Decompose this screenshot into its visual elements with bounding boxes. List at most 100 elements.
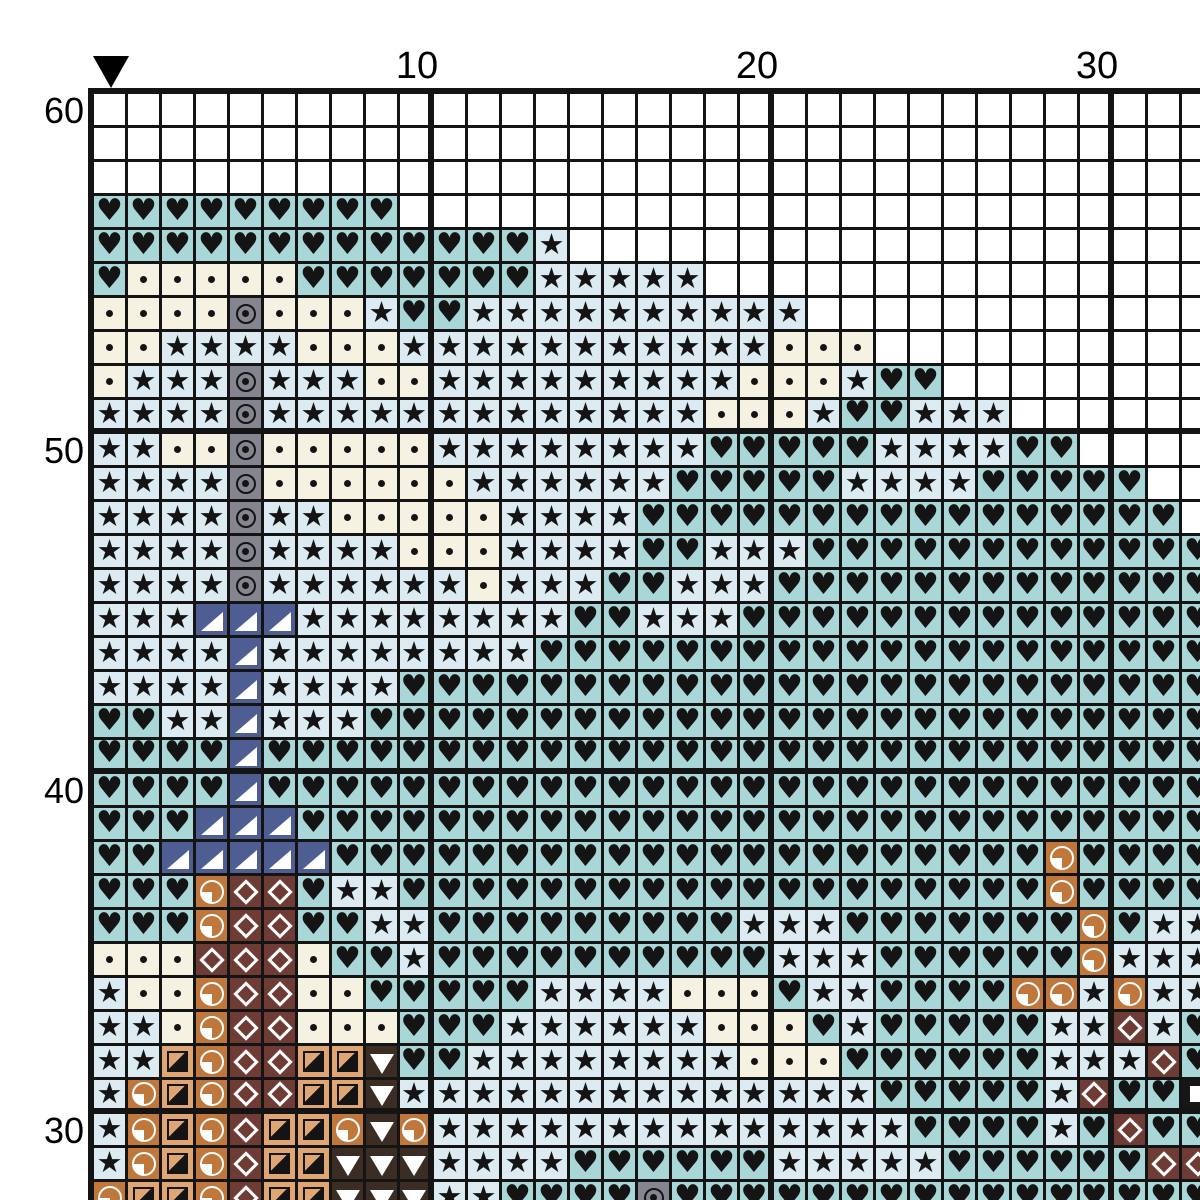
stitch-cell-pale-blue-star: ★ bbox=[434, 570, 468, 604]
stitch-cell-cream-dot bbox=[264, 434, 298, 468]
stitch-cell-empty bbox=[706, 264, 740, 298]
stitch-cell-teal-heart: ♥ bbox=[740, 876, 774, 910]
black-star-icon: ★ bbox=[266, 502, 293, 533]
stitch-cell-pale-blue-star: ★ bbox=[366, 298, 400, 332]
black-star-icon: ★ bbox=[198, 366, 225, 397]
stitch-cell-teal-heart: ♥ bbox=[1148, 502, 1182, 536]
stitch-cell-pale-blue-star: ★ bbox=[162, 332, 196, 366]
stitch-cell-teal-heart: ♥ bbox=[774, 842, 808, 876]
stitch-cell-empty bbox=[1182, 162, 1200, 196]
black-dot-icon bbox=[718, 1024, 725, 1031]
stitch-cell-teal-heart: ♥ bbox=[1046, 536, 1080, 570]
stitch-cell-teal-heart: ♥ bbox=[910, 672, 944, 706]
black-heart-icon: ♥ bbox=[776, 1182, 803, 1200]
black-star-icon: ★ bbox=[504, 638, 531, 669]
black-heart-icon: ♥ bbox=[504, 842, 531, 874]
stitch-cell-teal-heart: ♥ bbox=[944, 842, 978, 876]
stitch-cell-cream-dot bbox=[774, 366, 808, 400]
stitch-cell-empty bbox=[400, 128, 434, 162]
black-heart-icon: ♥ bbox=[400, 1046, 428, 1078]
black-heart-icon: ♥ bbox=[504, 944, 531, 976]
white-diamond-icon bbox=[232, 1150, 259, 1177]
stitch-cell-empty bbox=[1080, 230, 1114, 264]
stitch-cell-teal-heart: ♥ bbox=[1012, 774, 1046, 808]
stitch-cell-empty bbox=[366, 128, 400, 162]
stitch-cell-teal-heart: ♥ bbox=[1012, 570, 1046, 604]
stitch-cell-cream-dot bbox=[94, 366, 128, 400]
black-heart-icon: ♥ bbox=[674, 502, 701, 534]
stitch-cell-pale-blue-star: ★ bbox=[774, 910, 808, 944]
black-heart-icon: ♥ bbox=[776, 434, 803, 466]
black-heart-icon: ♥ bbox=[640, 1148, 667, 1180]
black-heart-icon: ♥ bbox=[1014, 1080, 1041, 1110]
stitch-cell-empty bbox=[978, 366, 1012, 400]
stitch-cell-empty bbox=[978, 162, 1012, 196]
black-star-icon: ★ bbox=[436, 366, 463, 397]
stitch-cell-empty bbox=[808, 128, 842, 162]
stitch-cell-gray-circled-dot bbox=[230, 536, 264, 570]
black-heart-icon: ♥ bbox=[640, 536, 667, 568]
stitch-cell-orange-quarter-pie bbox=[196, 876, 230, 910]
black-heart-icon: ♥ bbox=[810, 502, 837, 534]
black-star-icon: ★ bbox=[674, 1012, 701, 1043]
stitch-cell-empty bbox=[162, 94, 196, 128]
stitch-cell-empty bbox=[740, 230, 774, 264]
stitch-cell-teal-heart: ♥ bbox=[910, 842, 944, 876]
black-heart-icon: ♥ bbox=[878, 740, 905, 770]
black-heart-icon: ♥ bbox=[436, 808, 463, 840]
black-star-icon: ★ bbox=[164, 536, 191, 567]
stitch-cell-darkbrown-down-triangle bbox=[400, 1182, 434, 1200]
stitch-cell-tan-half-square bbox=[332, 1046, 366, 1080]
stitch-cell-pale-blue-star: ★ bbox=[570, 400, 604, 434]
stitch-cell-empty bbox=[638, 162, 672, 196]
stitch-cell-empty bbox=[672, 230, 706, 264]
stitch-cell-teal-heart: ♥ bbox=[434, 774, 468, 808]
black-heart-icon: ♥ bbox=[912, 502, 939, 534]
black-star-icon: ★ bbox=[640, 1046, 667, 1077]
black-dot-icon bbox=[140, 990, 147, 997]
black-star-icon: ★ bbox=[1185, 910, 1200, 939]
black-heart-icon: ♥ bbox=[606, 1148, 633, 1180]
stitch-cell-teal-heart: ♥ bbox=[366, 944, 400, 978]
stitch-cell-teal-heart: ♥ bbox=[1114, 876, 1148, 910]
stitch-cell-teal-heart: ♥ bbox=[1046, 1182, 1080, 1200]
black-heart-icon: ♥ bbox=[1048, 910, 1075, 942]
black-star-icon: ★ bbox=[674, 264, 701, 295]
black-star-icon: ★ bbox=[401, 400, 427, 430]
stitch-cell-pale-blue-star: ★ bbox=[502, 536, 536, 570]
stitch-cell-pale-blue-star: ★ bbox=[434, 1114, 468, 1148]
white-corner-triangle-icon bbox=[166, 850, 189, 869]
black-heart-icon: ♥ bbox=[674, 842, 701, 874]
black-heart-icon: ♥ bbox=[980, 978, 1007, 1010]
stitch-cell-teal-heart: ♥ bbox=[910, 1114, 944, 1148]
stitch-cell-pale-blue-star: ★ bbox=[1114, 944, 1148, 978]
stitch-cell-cream-dot bbox=[808, 366, 842, 400]
white-diamond-icon bbox=[266, 1048, 293, 1075]
stitch-cell-teal-heart: ♥ bbox=[978, 876, 1012, 910]
stitch-cell-cream-dot bbox=[468, 502, 502, 536]
black-star-icon: ★ bbox=[980, 434, 1007, 465]
stitch-cell-pale-blue-star: ★ bbox=[128, 1046, 162, 1080]
black-heart-icon: ♥ bbox=[1014, 1046, 1041, 1078]
stitch-cell-empty bbox=[672, 162, 706, 196]
stitch-cell-empty bbox=[1012, 196, 1046, 230]
black-star-icon: ★ bbox=[912, 468, 939, 499]
stitch-cell-empty bbox=[604, 162, 638, 196]
stitch-cell-cream-dot bbox=[434, 468, 468, 502]
black-heart-icon: ♥ bbox=[400, 230, 428, 262]
stitch-cell-pale-blue-star: ★ bbox=[468, 638, 502, 672]
stitch-cell-empty bbox=[536, 94, 570, 128]
stitch-cell-empty bbox=[1114, 366, 1148, 400]
black-heart-icon: ♥ bbox=[504, 672, 531, 704]
stitch-cell-teal-heart: ♥ bbox=[978, 978, 1012, 1012]
stitch-cell-pale-blue-star: ★ bbox=[536, 434, 570, 468]
stitch-cell-brown-diamond bbox=[1182, 1148, 1200, 1182]
stitch-cell-empty bbox=[1182, 94, 1200, 128]
black-heart-icon: ♥ bbox=[912, 876, 939, 908]
stitch-cell-pale-blue-star: ★ bbox=[162, 604, 196, 638]
black-heart-icon: ♥ bbox=[1116, 468, 1143, 500]
stitch-cell-empty bbox=[128, 162, 162, 196]
stitch-cell-empty bbox=[944, 196, 978, 230]
black-heart-icon: ♥ bbox=[740, 502, 768, 534]
stitch-cell-teal-heart: ♥ bbox=[536, 672, 570, 706]
